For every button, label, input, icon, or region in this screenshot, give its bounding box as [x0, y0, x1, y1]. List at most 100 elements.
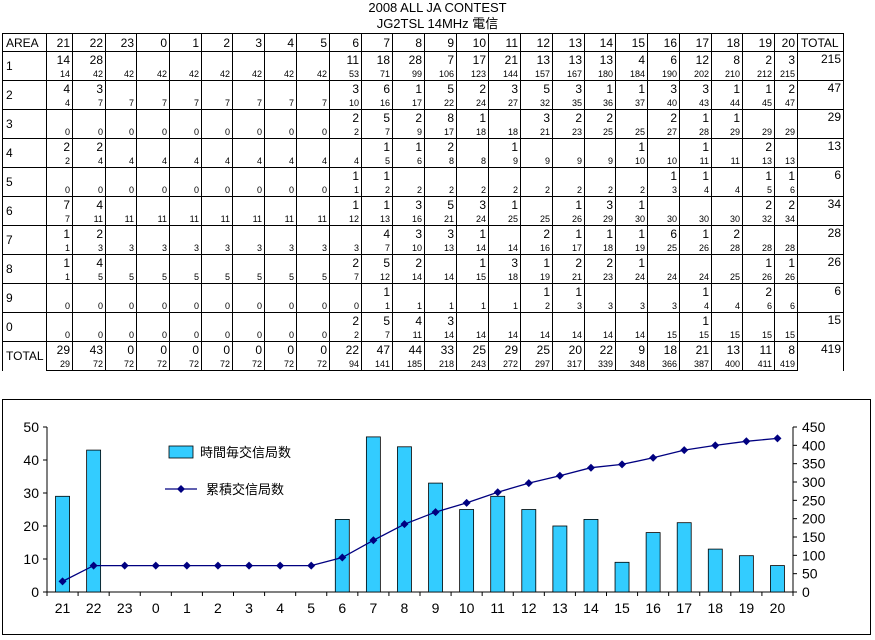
- cumulative-cell: 11: [136, 212, 170, 226]
- hour-count-cell: 3: [488, 80, 521, 96]
- hour-count-cell: 3: [520, 109, 553, 125]
- hour-count-cell: [201, 167, 233, 183]
- left-tick-label: 30: [23, 485, 39, 501]
- cumulative-cell: 3: [201, 241, 233, 255]
- cumulative-cell: 72: [136, 357, 170, 371]
- cumulative-cell: 14: [456, 241, 489, 255]
- bar: [490, 495, 506, 593]
- hour-count-cell: [647, 254, 680, 270]
- hour-count-cell: [615, 109, 648, 125]
- hour-count-cell: [679, 254, 712, 270]
- cumulative-cell: 339: [584, 357, 616, 371]
- hour-count-cell: 44: [392, 341, 425, 357]
- cumulative-cell: 32: [520, 96, 553, 110]
- hour-count-cell: [232, 109, 265, 125]
- hour-count-cell: 4: [46, 80, 73, 96]
- cumulative-cell: 5: [361, 154, 393, 168]
- cumulative-cell: 53: [329, 67, 362, 81]
- cumulative-cell: 0: [201, 183, 233, 197]
- area-label: 2: [2, 80, 47, 110]
- hour-count-cell: 22: [584, 341, 616, 357]
- area-total-cell: 26: [797, 254, 844, 284]
- cumulative-cell: 14: [615, 328, 648, 342]
- cumulative-cell: 3: [105, 241, 137, 255]
- hour-count-cell: [201, 312, 233, 328]
- hour-count-cell: [296, 109, 330, 125]
- area-total-cell: 47: [797, 80, 844, 110]
- hour-count-cell: [584, 312, 616, 328]
- cumulative-cell: 9: [584, 154, 616, 168]
- hour-count-cell: [136, 138, 170, 154]
- hour-count-cell: [169, 167, 202, 183]
- cumulative-point: [369, 536, 378, 545]
- cumulative-cell: 2: [361, 183, 393, 197]
- hour-count-cell: 1: [711, 109, 743, 125]
- cumulative-cell: 4: [679, 299, 712, 313]
- hour-count-cell: [105, 138, 137, 154]
- hour-count-cell: 1: [456, 109, 489, 125]
- cumulative-cell: 13: [361, 212, 393, 226]
- x-tick-label: 21: [55, 600, 71, 616]
- hour-count-cell: 0: [136, 341, 170, 357]
- cumulative-cell: 4: [711, 183, 743, 197]
- hour-count-cell: [329, 283, 362, 299]
- hour-count-cell: [169, 51, 202, 67]
- cumulative-cell: 27: [647, 125, 680, 139]
- cumulative-cell: 0: [46, 328, 73, 342]
- cumulative-cell: 3: [169, 241, 202, 255]
- cumulative-cell: 7: [136, 96, 170, 110]
- hour-count-cell: [136, 196, 170, 212]
- hour-count-cell: [584, 167, 616, 183]
- cumulative-cell: 106: [424, 67, 457, 81]
- cumulative-cell: 3: [647, 299, 680, 313]
- hour-count-cell: [169, 254, 202, 270]
- hour-count-cell: [329, 225, 362, 241]
- cumulative-cell: 0: [136, 328, 170, 342]
- hour-count-cell: [296, 312, 330, 328]
- x-tick-label: 0: [152, 600, 160, 616]
- hour-count-cell: [711, 196, 743, 212]
- hour-count-cell: [520, 167, 553, 183]
- hour-header: 21: [46, 33, 73, 52]
- hour-count-cell: [105, 80, 137, 96]
- hour-count-cell: [232, 254, 265, 270]
- right-tick-label: 250: [802, 492, 826, 508]
- hour-count-cell: [647, 283, 680, 299]
- cumulative-cell: 19: [615, 241, 648, 255]
- hour-count-cell: [520, 138, 553, 154]
- x-tick-label: 13: [552, 600, 568, 616]
- hour-count-cell: [296, 225, 330, 241]
- cumulative-cell: 0: [296, 299, 330, 313]
- hour-count-cell: [169, 109, 202, 125]
- hour-count-cell: [296, 167, 330, 183]
- hour-count-cell: [46, 167, 73, 183]
- hour-count-cell: [584, 283, 616, 299]
- cumulative-cell: 4: [169, 154, 202, 168]
- cumulative-cell: 0: [232, 125, 265, 139]
- hour-header: 12: [520, 33, 553, 52]
- hour-count-cell: [105, 196, 137, 212]
- cumulative-cell: 15: [679, 328, 712, 342]
- hour-count-cell: 1: [615, 80, 648, 96]
- hour-count-cell: [296, 254, 330, 270]
- cumulative-cell: 1: [488, 299, 521, 313]
- cumulative-cell: 25: [520, 212, 553, 226]
- hour-count-cell: 2: [742, 51, 775, 67]
- cumulative-point: [555, 471, 564, 480]
- area-cumulative-row: 29 72 72 72 72 72 72 72 72 94 141 185 218 243 272 297 31…: [3, 357, 844, 371]
- hour-count-cell: 1: [46, 225, 73, 241]
- cumulative-cell: 30: [647, 212, 680, 226]
- cumulative-cell: 35: [552, 96, 585, 110]
- hour-count-cell: 3: [424, 225, 457, 241]
- hour-count-cell: 29: [46, 341, 73, 357]
- cumulative-cell: 2: [329, 328, 362, 342]
- hour-count-cell: [488, 312, 521, 328]
- hour-count-cell: 1: [742, 167, 775, 183]
- cumulative-point: [462, 498, 471, 507]
- cumulative-cell: 9: [392, 125, 425, 139]
- hour-count-cell: 2: [46, 138, 73, 154]
- cumulative-cell: 14: [488, 328, 521, 342]
- cumulative-cell: 6: [774, 299, 798, 313]
- area-label: 9: [2, 283, 47, 313]
- cumulative-cell: 21: [424, 212, 457, 226]
